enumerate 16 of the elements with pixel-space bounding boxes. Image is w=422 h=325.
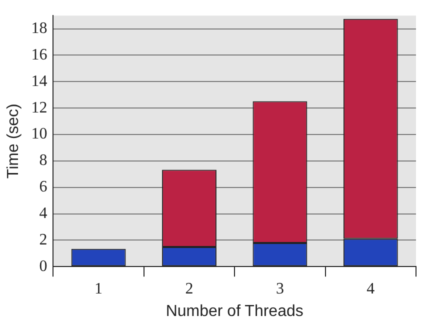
x-tick-label: 2: [185, 280, 194, 298]
y-tick-label: 12: [31, 99, 48, 116]
y-tick-label: 18: [31, 20, 48, 38]
y-tick-label: 0: [39, 258, 48, 275]
x-tick-label: 1: [94, 280, 103, 298]
y-tick-label: 14: [31, 72, 48, 90]
x-axis-title: Number of Threads: [166, 302, 304, 320]
y-tick-label: 16: [31, 46, 48, 64]
y-tick-label: 4: [39, 204, 48, 222]
x-tick-label: 4: [366, 280, 375, 298]
y-tick-label: 10: [31, 126, 48, 143]
y-tick-label: 6: [39, 178, 48, 196]
y-tick-label: 2: [39, 231, 48, 248]
y-axis-title: Time (sec): [5, 104, 22, 179]
x-tick-label: 3: [276, 280, 284, 298]
y-tick-label: 8: [39, 152, 48, 170]
